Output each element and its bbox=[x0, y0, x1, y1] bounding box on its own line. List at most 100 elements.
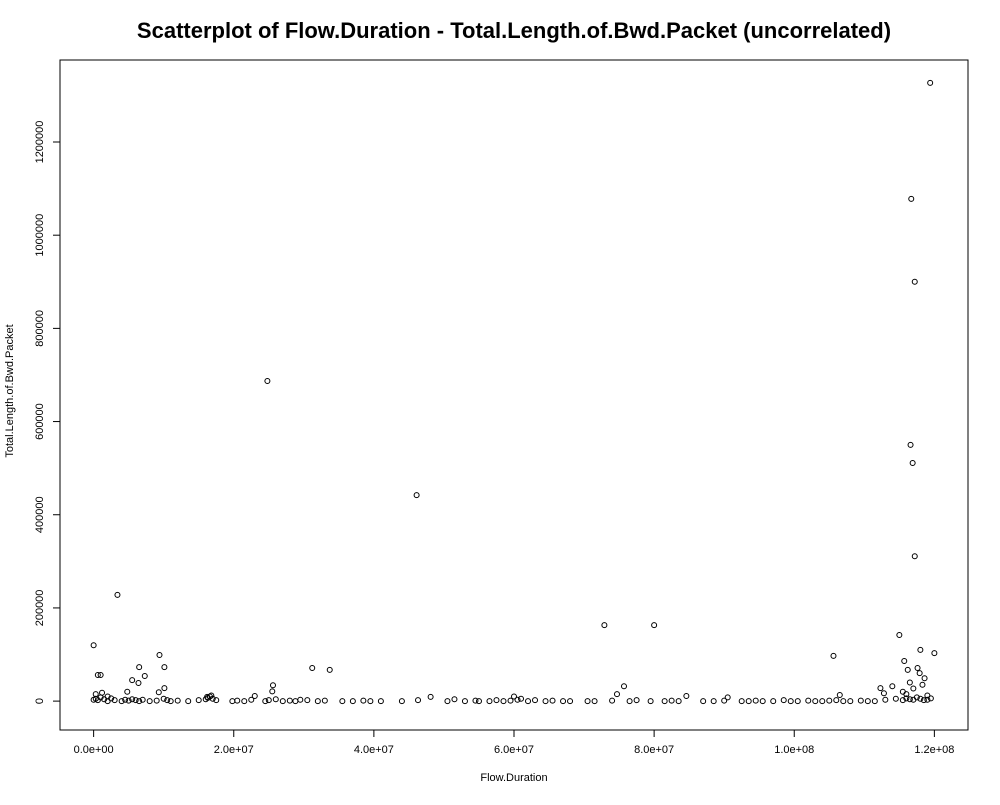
point bbox=[360, 697, 367, 704]
point bbox=[584, 698, 591, 705]
point bbox=[532, 697, 539, 704]
point bbox=[195, 697, 202, 704]
point bbox=[752, 697, 759, 704]
point bbox=[398, 698, 405, 705]
point bbox=[377, 698, 384, 705]
x-tick-label: 1.0e+08 bbox=[774, 744, 814, 756]
point bbox=[921, 675, 928, 682]
x-tick-label: 4.0e+07 bbox=[354, 744, 394, 756]
point bbox=[314, 698, 321, 705]
point bbox=[892, 695, 899, 702]
point bbox=[542, 698, 549, 705]
y-tick-label: 800000 bbox=[34, 310, 46, 347]
x-axis-label: Flow.Duration bbox=[480, 772, 547, 784]
y-tick-label: 1000000 bbox=[34, 214, 46, 257]
point bbox=[710, 698, 717, 705]
point bbox=[836, 692, 843, 699]
point bbox=[819, 698, 826, 705]
point bbox=[229, 698, 236, 705]
point bbox=[97, 672, 104, 679]
point bbox=[911, 278, 918, 285]
point bbox=[124, 688, 131, 695]
point bbox=[871, 698, 878, 705]
point bbox=[906, 696, 913, 703]
point bbox=[916, 670, 923, 677]
point bbox=[901, 658, 908, 665]
point bbox=[111, 697, 118, 704]
point bbox=[840, 698, 847, 705]
point bbox=[129, 677, 136, 684]
point bbox=[234, 697, 241, 704]
point bbox=[857, 697, 864, 704]
point bbox=[780, 697, 787, 704]
point bbox=[591, 698, 598, 705]
point bbox=[880, 690, 887, 697]
point bbox=[601, 622, 608, 629]
point bbox=[451, 696, 458, 703]
point bbox=[927, 695, 934, 702]
point bbox=[847, 698, 854, 705]
point bbox=[903, 691, 910, 698]
x-tick-label: 8.0e+07 bbox=[634, 744, 674, 756]
point bbox=[812, 698, 819, 705]
point bbox=[514, 696, 521, 703]
point bbox=[911, 553, 918, 560]
chart-title: Scatterplot of Flow.Duration - Total.Len… bbox=[137, 18, 891, 43]
point bbox=[304, 697, 311, 704]
point bbox=[833, 697, 840, 704]
point bbox=[613, 691, 620, 698]
point bbox=[209, 695, 216, 702]
x-tick-label: 0.0e+00 bbox=[74, 744, 114, 756]
point bbox=[156, 651, 163, 658]
point bbox=[139, 696, 146, 703]
point bbox=[759, 698, 766, 705]
point bbox=[507, 697, 514, 704]
point bbox=[904, 666, 911, 673]
y-tick-label: 200000 bbox=[34, 590, 46, 627]
point bbox=[241, 698, 248, 705]
point bbox=[129, 696, 136, 703]
point bbox=[427, 693, 434, 700]
point bbox=[174, 697, 181, 704]
plot-box bbox=[59, 59, 969, 731]
point bbox=[675, 698, 682, 705]
point bbox=[903, 695, 910, 702]
point bbox=[415, 697, 422, 704]
point bbox=[907, 441, 914, 448]
point bbox=[745, 698, 752, 705]
point bbox=[896, 631, 903, 638]
point bbox=[279, 698, 286, 705]
point bbox=[136, 664, 143, 671]
point bbox=[560, 698, 567, 705]
point bbox=[118, 698, 125, 705]
point bbox=[114, 591, 121, 598]
point bbox=[269, 682, 276, 689]
point bbox=[136, 698, 143, 705]
point bbox=[153, 697, 160, 704]
point bbox=[647, 698, 654, 705]
point bbox=[877, 685, 884, 692]
point bbox=[326, 666, 333, 673]
point bbox=[889, 683, 896, 690]
point bbox=[917, 646, 924, 653]
point bbox=[297, 696, 304, 703]
point bbox=[864, 698, 871, 705]
point bbox=[931, 650, 938, 657]
point bbox=[213, 697, 220, 704]
point bbox=[286, 697, 293, 704]
point bbox=[251, 692, 258, 699]
y-tick-label: 400000 bbox=[34, 496, 46, 533]
x-tick-label: 6.0e+07 bbox=[494, 744, 534, 756]
point bbox=[185, 698, 192, 705]
point bbox=[141, 672, 148, 679]
point bbox=[549, 697, 556, 704]
point bbox=[135, 679, 142, 686]
point bbox=[511, 693, 517, 700]
point bbox=[493, 697, 500, 704]
point bbox=[724, 694, 731, 701]
point bbox=[787, 698, 794, 705]
point bbox=[500, 698, 507, 705]
point bbox=[567, 698, 574, 705]
point bbox=[339, 698, 346, 705]
